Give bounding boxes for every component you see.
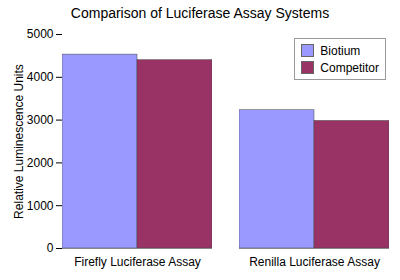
svg-text:0: 0 — [47, 241, 54, 255]
svg-text:Relative Luminescence Units: Relative Luminescence Units — [12, 64, 26, 219]
html-text:Biotium: Biotium — [320, 43, 361, 58]
svg-text:Firefly Luciferase Assay: Firefly Luciferase Assay — [74, 255, 201, 269]
svg-text:5000: 5000 — [27, 27, 54, 41]
svg-text:Renilla Luciferase Assay: Renilla Luciferase Assay — [249, 255, 380, 269]
svg-text:2000: 2000 — [27, 156, 54, 170]
svg-text:3000: 3000 — [27, 113, 54, 127]
svg-text:1000: 1000 — [27, 199, 54, 213]
html-text:Competitor: Competitor — [320, 60, 379, 75]
html-text:Comparison of Luciferase Assay: Comparison of Luciferase Assay Systems — [70, 5, 330, 21]
svg-text:4000: 4000 — [27, 70, 54, 84]
